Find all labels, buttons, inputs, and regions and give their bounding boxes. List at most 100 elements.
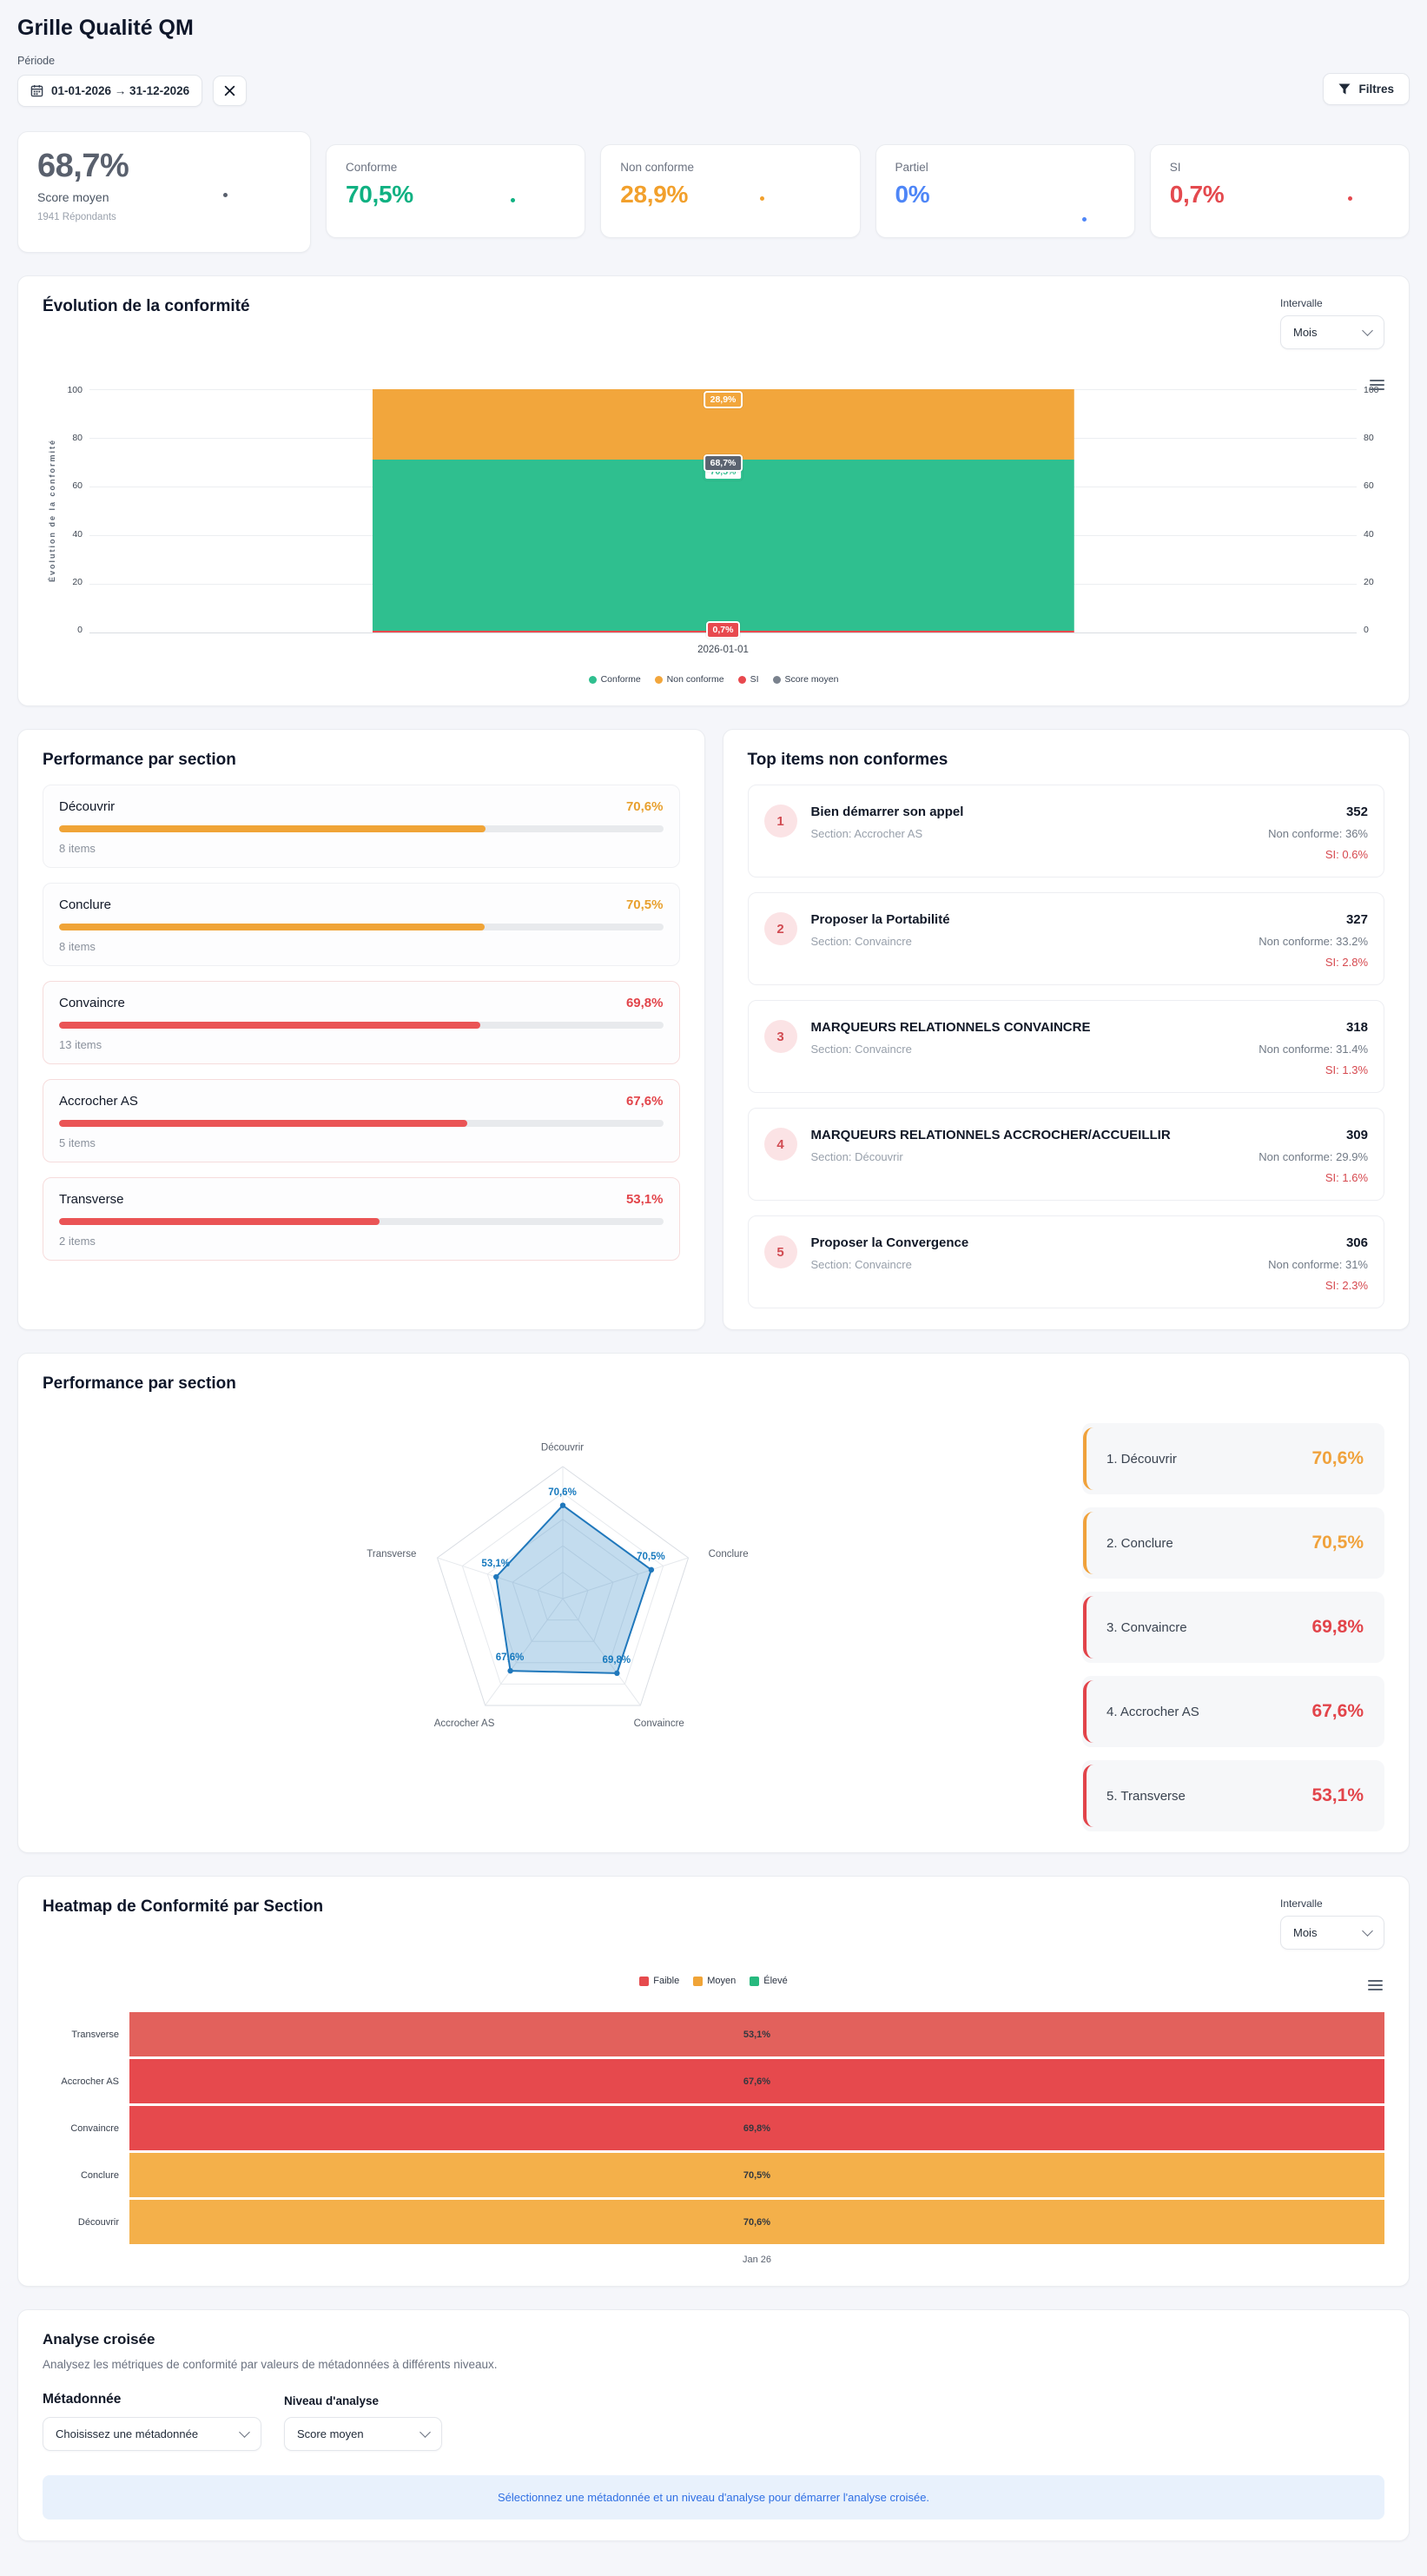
evolution-legend: Conforme Non conforme SI Score moyen (43, 674, 1384, 685)
interval-label: Intervalle (1280, 1897, 1323, 1910)
radar-axis-label: Transverse (367, 1549, 417, 1560)
evolution-card: Évolution de la conformité Intervalle Mo… (17, 275, 1410, 706)
radar-axis-label: Accrocher AS (433, 1718, 495, 1729)
interval-label: Intervalle (1280, 297, 1323, 309)
kpi-partiel: Partiel 0% (875, 144, 1135, 238)
perf-item-accrocher-as: Accrocher AS 67,6% 5 items (43, 1079, 680, 1162)
rank-badge: 2 (763, 912, 797, 945)
performance-list-card: Performance par section Découvrir 70,6% 8… (17, 729, 705, 1330)
radar-stats: 1. Découvrir 70,6% 2. Conclure 70,5% 3. Co… (1082, 1401, 1384, 1831)
stat-row-convaincre: 3. Convaincre 69,8% (1082, 1592, 1384, 1663)
cross-analysis-card: Analyse croisée Analysez les métriques d… (17, 2309, 1410, 2541)
radar-title: Performance par section (43, 1374, 236, 1393)
stacked-bar (372, 389, 1074, 632)
date-range-button[interactable]: 01-01-2026 → 31-12-2026 (17, 75, 203, 107)
heatmap-chart: Transverse 53,1% Accrocher AS 67,6% Convai… (43, 2012, 1384, 2244)
legend-item-eleve[interactable]: Élevé (750, 1976, 788, 1986)
chevron-down-icon (1362, 1925, 1373, 1937)
legend-item-conforme[interactable]: Conforme (588, 674, 641, 685)
kpi-row: 68,7% Score moyen 1941 Répondants Confor… (17, 131, 1410, 253)
interval-value: Mois (1293, 326, 1318, 339)
y-axis-label: Évolution de la conformité (48, 439, 56, 583)
chart-menu-icon[interactable] (1368, 1977, 1383, 1993)
topbar: Grille Qualité QM Période 01-01-2026 → 3… (17, 12, 1410, 107)
perf-item-decouvrir: Découvrir 70,6% 8 items (43, 785, 680, 868)
chevron-down-icon (1362, 325, 1373, 336)
stat-row-transverse: 5. Transverse 53,1% (1082, 1760, 1384, 1831)
kpi-respondents-count: 1941 Répondants (37, 212, 116, 222)
radar-axis-label: Découvrir (540, 1442, 585, 1454)
legend-item-si[interactable]: SI (737, 674, 759, 685)
cross-description: Analysez les métriques de conformité par… (43, 2358, 498, 2371)
radar-axis-label: Convaincre (633, 1718, 684, 1729)
clear-period-button[interactable] (213, 76, 248, 106)
sparkline-dot (759, 196, 764, 202)
legend-item-moyen[interactable]: Moyen (693, 1976, 736, 1986)
filter-funnel-icon (1338, 83, 1351, 95)
performance-title: Performance par section (43, 751, 236, 769)
perf-item-conclure: Conclure 70,5% 8 items (43, 883, 680, 966)
kpi-conforme: Conforme 70,5% (326, 144, 586, 238)
kpi-label: Conforme (346, 161, 398, 174)
period-label: Période (17, 55, 56, 67)
rank-badge: 5 (763, 1235, 797, 1268)
heatmap-row-conclure: Conclure 70,5% (43, 2153, 1384, 2197)
chevron-down-icon (420, 2427, 431, 2438)
cross-title: Analyse croisée (43, 2331, 155, 2348)
top-items-card: Top items non conformes 1 Bien démarrer … (722, 729, 1410, 1330)
metadata-select[interactable]: Choisissez une métadonnée (43, 2417, 261, 2451)
y-axis-left: 100 80 60 40 20 0 (67, 385, 83, 635)
chevron-down-icon (239, 2427, 250, 2438)
top-item-3: 3 MARQUEURS RELATIONNELS CONVAINCRE Secti… (747, 1000, 1384, 1093)
kpi-non-conforme: Non conforme 28,9% (600, 144, 861, 238)
kpi-value: 0,7% (1169, 181, 1225, 208)
kpi-score-value: 68,7% (37, 148, 129, 184)
top-item-2: 2 Proposer la Portabilité Section: Convai… (747, 892, 1384, 985)
close-icon (224, 85, 235, 96)
x-axis-tick: 2026-01-01 (697, 645, 749, 655)
legend-item-score-moyen[interactable]: Score moyen (772, 674, 838, 685)
page-title: Grille Qualité QM (17, 16, 194, 40)
perf-item-transverse: Transverse 53,1% 2 items (43, 1177, 680, 1261)
label-si: 0,7% (705, 620, 741, 639)
analysis-level-select[interactable]: Score moyen (284, 2417, 442, 2451)
heatmap-row-decouvrir: Découvrir 70,6% (43, 2200, 1384, 2244)
heatmap-legend: Faible Moyen Élevé (43, 1976, 1384, 1986)
radar-axis-label: Conclure (708, 1549, 749, 1560)
legend-item-faible[interactable]: Faible (639, 1976, 679, 1986)
evolution-interval-select[interactable]: Mois (1280, 315, 1384, 349)
top-items-title: Top items non conformes (747, 751, 948, 769)
rank-badge: 1 (763, 805, 797, 838)
radar-value-label: 70,6% (548, 1487, 577, 1498)
kpi-si: SI 0,7% (1149, 144, 1410, 238)
top-item-5: 5 Proposer la Convergence Section: Convai… (747, 1215, 1384, 1308)
kpi-score-moyen: 68,7% Score moyen 1941 Répondants (17, 131, 311, 253)
radar-value-label: 53,1% (481, 1559, 511, 1570)
chart-menu-icon[interactable] (1370, 377, 1384, 393)
heatmap-interval-select[interactable]: Mois (1280, 1916, 1384, 1950)
filters-label: Filtres (1358, 83, 1394, 96)
kpi-value: 0% (895, 181, 930, 208)
kpi-label: SI (1169, 161, 1181, 174)
legend-item-non-conforme[interactable]: Non conforme (654, 674, 724, 685)
y-axis-right: 100 80 60 40 20 0 (1364, 385, 1379, 635)
interval-value: Mois (1293, 1926, 1318, 1939)
heatmap-row-convaincre: Convaincre 69,8% (43, 2106, 1384, 2150)
heatmap-row-accrocher-as: Accrocher AS 67,6% (43, 2059, 1384, 2103)
radar-value-label: 69,8% (602, 1654, 631, 1665)
sparkline-dot (511, 198, 516, 203)
radar-chart: Découvrir Conclure Convaincre Accrocher … (43, 1401, 1082, 1831)
heatmap-title: Heatmap de Conformité par Section (43, 1897, 324, 1916)
sparkline-dot (1081, 216, 1087, 222)
sparkline-dot (223, 193, 228, 197)
sparkline-dot (1348, 196, 1352, 202)
label-non-conforme: 28,9% (703, 390, 743, 408)
rank-badge: 4 (763, 1128, 797, 1161)
evolution-chart: Évolution de la conformité 100 80 60 40 20 0 (43, 385, 1384, 655)
filters-button[interactable]: Filtres (1323, 73, 1410, 105)
rank-badge: 3 (763, 1020, 797, 1053)
stat-row-decouvrir: 1. Découvrir 70,6% (1082, 1423, 1384, 1494)
kpi-score-label: Score moyen (37, 190, 109, 204)
radar-value-label: 67,6% (495, 1652, 525, 1664)
analysis-level-label: Niveau d'analyse (284, 2394, 380, 2407)
